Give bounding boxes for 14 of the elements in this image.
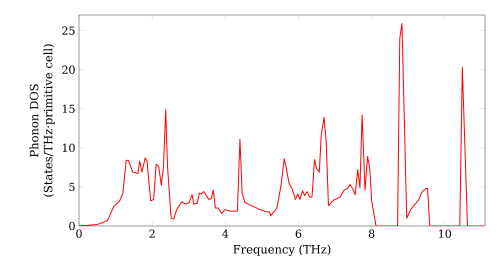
y-tick-label: 15 bbox=[62, 104, 75, 113]
x-tick-label: 6 bbox=[296, 230, 302, 238]
x-tick-label: 2 bbox=[149, 230, 155, 238]
y-tick-label: 10 bbox=[62, 144, 75, 152]
y-tick-label: 25 bbox=[62, 26, 75, 35]
x-axis-title: Frequency (THz) bbox=[233, 244, 330, 256]
x-tick-label: 8 bbox=[368, 230, 374, 238]
x-tick-label: 0 bbox=[76, 230, 82, 238]
x-tick-label: 4 bbox=[222, 230, 228, 238]
y-axis-title: Phonon DOS (States/THz·primitive cell) bbox=[30, 44, 55, 197]
x-tick-label: 10 bbox=[439, 230, 452, 238]
y-tick-label: 5 bbox=[69, 182, 75, 192]
y-tick-label: 0 bbox=[69, 222, 75, 230]
y-tick-label: 20 bbox=[62, 66, 75, 74]
